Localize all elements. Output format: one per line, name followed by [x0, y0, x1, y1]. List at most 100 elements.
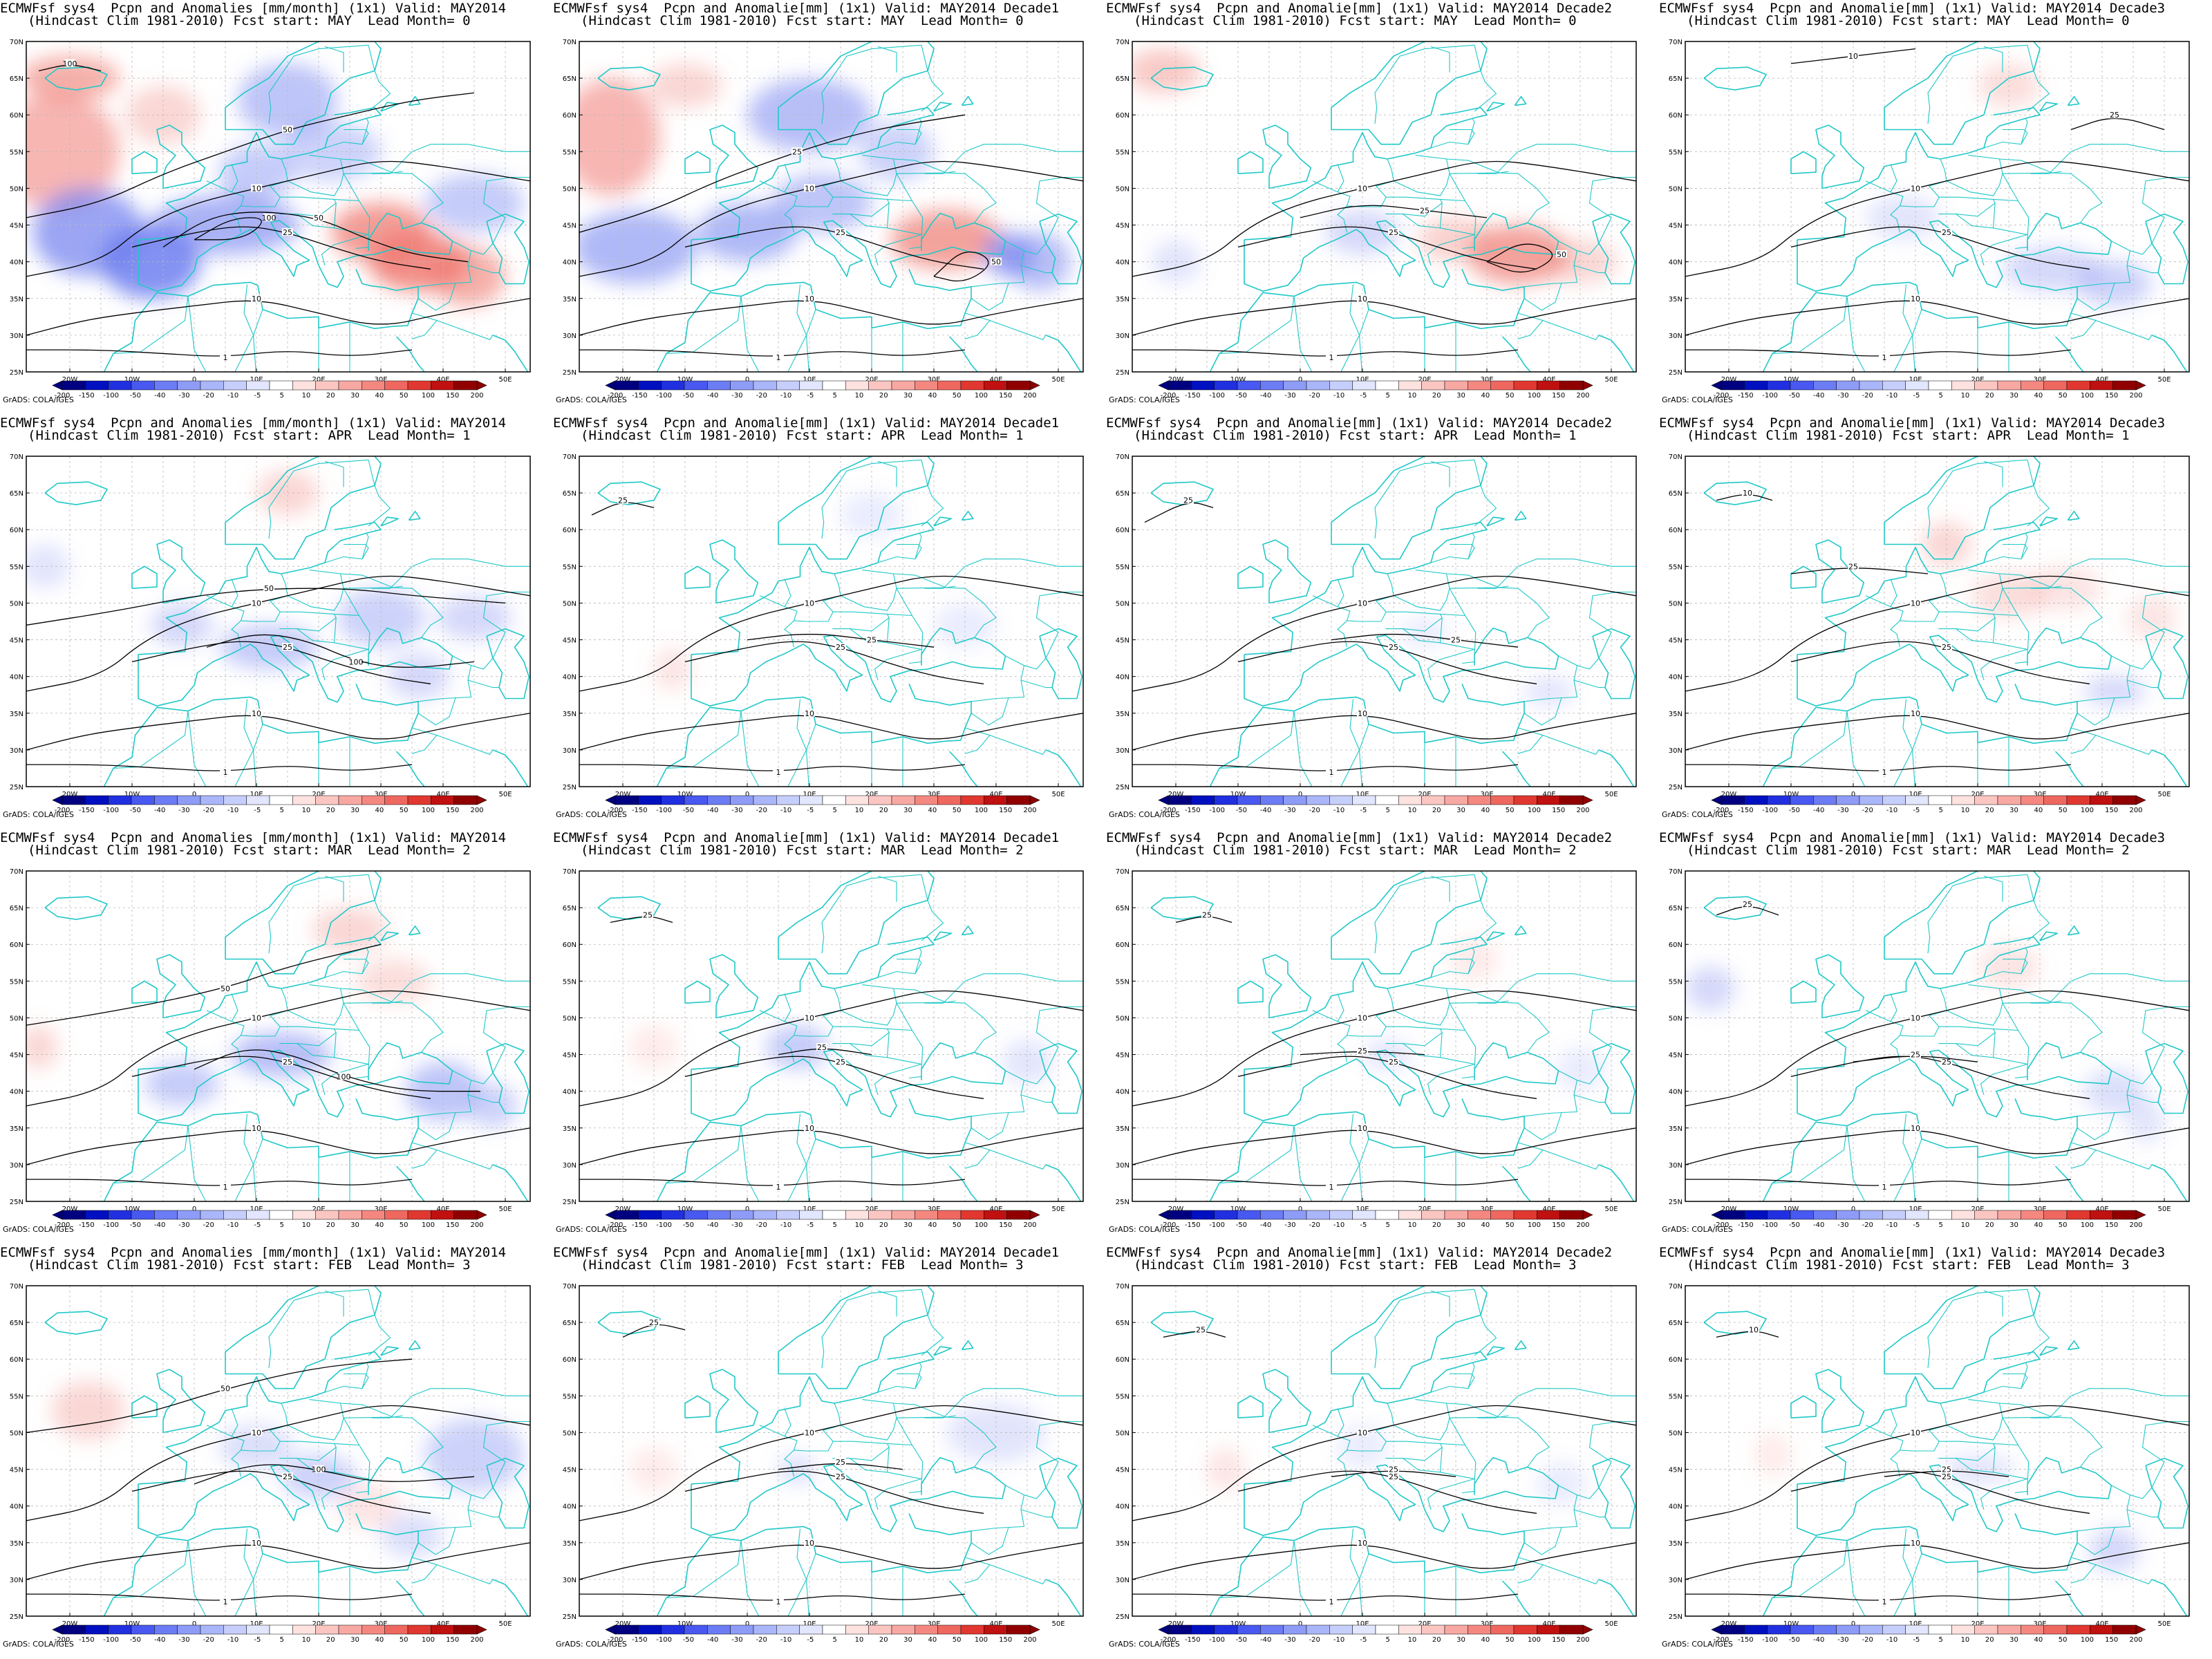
contour-label: 10	[1911, 1124, 1920, 1133]
coastline	[131, 151, 158, 174]
colorbar-label: 50	[2059, 807, 2068, 814]
colorbar-swatch	[62, 1624, 86, 1635]
colorbar-label: -30	[178, 807, 189, 814]
colorbar-swatch	[984, 1210, 1007, 1220]
country-border	[371, 144, 530, 174]
colorbar-label: 5	[1938, 807, 1942, 814]
colorbar-label: 5	[279, 1636, 283, 1644]
colorbar-swatch	[1375, 1210, 1399, 1220]
colorbar-swatch	[1468, 1624, 1491, 1635]
contour-label-background	[220, 353, 231, 361]
colorbar-swatch	[2043, 795, 2068, 805]
colorbar-label: -40	[1260, 392, 1271, 400]
colorbar-label: -30	[731, 1636, 742, 1644]
coastline	[225, 456, 382, 560]
contour-line	[579, 114, 966, 233]
grads-credit: GrADS: COLA/IGES	[556, 1640, 627, 1649]
coastline	[1262, 954, 1312, 1019]
precipitation-map: 1010251505010010070N65N60N55N50N45N40N35…	[10, 39, 531, 400]
colorbar-label: -200	[1714, 392, 1730, 400]
lake-outline	[1486, 102, 1505, 112]
colorbar-label: -10	[1333, 1221, 1344, 1229]
country-border	[2077, 1070, 2131, 1117]
country-border	[1956, 1447, 1996, 1473]
colorbar-swatch	[615, 1624, 639, 1635]
latitude-label: 40N	[1669, 674, 1683, 682]
country-border	[794, 988, 841, 1037]
country-border	[1900, 573, 1947, 622]
country-border	[418, 697, 456, 726]
country-border	[693, 711, 742, 767]
contour-label-background	[804, 1428, 815, 1436]
country-border	[2077, 1527, 2115, 1555]
country-border	[355, 246, 369, 250]
colorbar-swatch	[1168, 1210, 1192, 1220]
colorbar-swatch	[1767, 1624, 1791, 1635]
contour-label-background	[804, 294, 815, 302]
contour-line	[26, 298, 530, 336]
country-border	[796, 1114, 807, 1165]
lake-outline	[408, 1340, 421, 1351]
longitude-label: 10E	[1356, 376, 1369, 384]
colorbar-label: 40	[928, 392, 937, 400]
country-border	[2070, 727, 2097, 754]
colorbar-swatch	[407, 1624, 431, 1635]
colorbar-label: -40	[154, 807, 165, 814]
coastline	[2145, 213, 2188, 285]
colorbar-label: 200	[1576, 392, 1589, 400]
country-border	[1477, 559, 1636, 589]
contour-label: 10	[1358, 599, 1367, 608]
colorbar-swatch	[315, 1210, 339, 1220]
colorbar-swatch	[1537, 795, 1560, 805]
contour-line	[1790, 568, 1929, 574]
longitude-label: 20E	[1971, 376, 1984, 384]
coastline	[1797, 1351, 2041, 1485]
coastline	[948, 1580, 979, 1616]
colorbar: -200 -150 -100 -50 -40 -30 -20 -10 -5 5 10 20 30 40 50…	[1158, 380, 1593, 400]
contour-line	[1685, 990, 2189, 1107]
longitude-label: 50E	[1051, 376, 1065, 384]
contour-label-background	[816, 1042, 827, 1051]
country-border	[1474, 874, 1497, 941]
country-border	[787, 1579, 807, 1616]
coastlines	[1703, 41, 2188, 372]
contour-label-background	[1357, 1428, 1368, 1436]
colorbar-label: 200	[470, 807, 483, 814]
country-borders	[113, 1288, 530, 1616]
contour-line	[1685, 713, 2189, 751]
colorbar-swatch	[845, 380, 869, 391]
country-border	[1403, 203, 1443, 229]
country-border	[893, 158, 956, 174]
plot-frame	[1685, 870, 2190, 1202]
longitude-label: 50E	[2157, 1206, 2171, 1213]
country-border	[482, 1006, 530, 1074]
latitude-label: 60N	[1116, 941, 1130, 949]
country-border	[243, 284, 254, 336]
colorbar-label: 30	[1456, 1221, 1465, 1229]
plot-area	[1132, 456, 1636, 787]
colorbar-label: 10	[1408, 392, 1417, 400]
coastline	[1237, 980, 1264, 1004]
panel-title: ECMWFsf sys4 Pcpn and Anomalie[mm] (1x1)…	[1659, 415, 2166, 431]
colorbar-min-arrow	[52, 380, 63, 391]
colorbar-label: -20	[203, 392, 214, 400]
coastline	[1790, 1395, 1817, 1418]
colorbar-label: -10	[780, 1636, 791, 1644]
coastline	[131, 980, 158, 1004]
map-panel: 10 10 25 1 10 25 70N 65N 60N 55N 50N 45N 40N 35N 30N 25…	[1659, 415, 2212, 830]
latitude-label: 30N	[563, 1577, 577, 1584]
plot-frame	[1685, 456, 2190, 787]
latitude-label: 60N	[10, 941, 24, 949]
country-border	[1449, 587, 1550, 638]
contour-line	[1175, 916, 1232, 924]
contour-label: 10	[1358, 1013, 1367, 1022]
country-border	[877, 460, 897, 487]
country-border	[297, 203, 337, 229]
lake-outline	[933, 931, 952, 941]
contour-line	[131, 641, 431, 684]
colorbar-label: 100	[1528, 1636, 1541, 1644]
colorbar-label: 200	[2129, 807, 2142, 814]
coastline	[1150, 66, 1214, 91]
positive-anomaly-area	[51, 1381, 126, 1441]
contour-label-background	[804, 709, 815, 717]
